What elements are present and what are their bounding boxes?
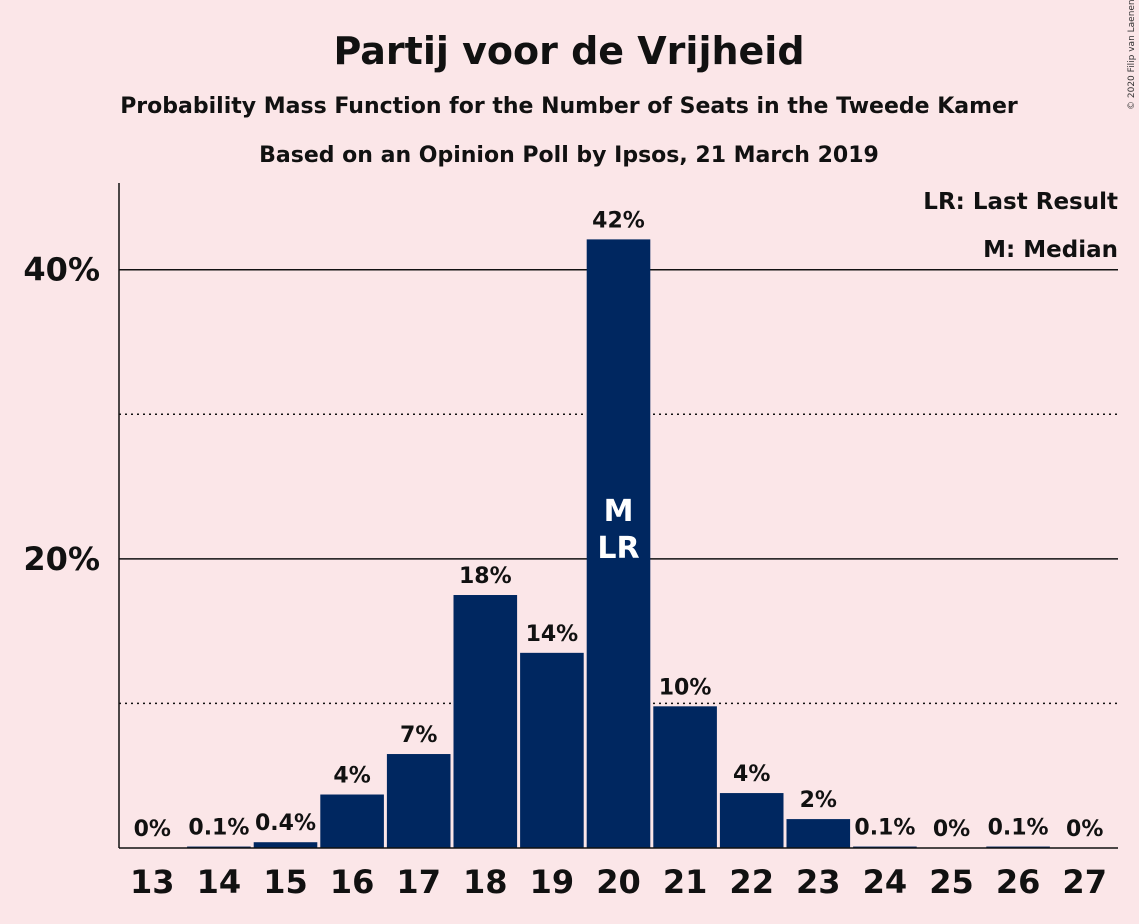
last-result-marker: LR: [597, 531, 639, 566]
data-label: 10%: [659, 675, 712, 700]
x-tick-label: 25: [929, 863, 974, 901]
data-label: 4%: [333, 764, 370, 789]
x-tick-label: 16: [330, 863, 375, 901]
copyright-text: © 2020 Filip van Laenen: [1127, 0, 1137, 110]
data-label: 0.1%: [854, 816, 915, 841]
bar-seat-17: [386, 754, 451, 848]
chart-subtitle: Probability Mass Function for the Number…: [120, 94, 1018, 119]
x-tick-label: 23: [796, 863, 841, 901]
data-label: 0%: [1066, 817, 1103, 842]
data-label: 4%: [733, 762, 770, 787]
x-tick-label: 18: [463, 863, 508, 901]
x-tick-label: 17: [396, 863, 441, 901]
data-label: 18%: [459, 564, 512, 589]
chart-title: Partij voor de Vrijheid: [333, 29, 804, 73]
bar-seat-18: [453, 595, 518, 848]
data-label: 7%: [400, 723, 437, 748]
x-tick-label: 21: [663, 863, 708, 901]
x-tick-label: 20: [596, 863, 641, 901]
legend-last-result: LR: Last Result: [923, 189, 1118, 215]
data-label: 0.1%: [988, 816, 1049, 841]
axes: 20% 40% 13 14 15 16 17 18 19 20 21 22 23 24 25 26 27: [23, 183, 1118, 901]
x-tick-label: 27: [1062, 863, 1107, 901]
bar-seat-20: [586, 239, 651, 848]
bar-seat-16: [320, 794, 384, 848]
x-tick-label: 22: [729, 863, 774, 901]
data-label: 42%: [592, 208, 645, 233]
data-label: 0%: [134, 817, 171, 842]
x-tick-label: 15: [263, 863, 308, 901]
median-marker: M: [604, 494, 634, 529]
x-tick-label: 19: [530, 863, 575, 901]
bar-seat-15: [253, 842, 318, 848]
x-tick-label: 24: [863, 863, 908, 901]
legend-median: M: Median: [983, 237, 1118, 263]
data-label: 0%: [933, 817, 970, 842]
x-tick-label: 13: [130, 863, 175, 901]
data-label: 0.1%: [188, 816, 249, 841]
data-label: 2%: [800, 788, 837, 813]
chart-subtitle-source: Based on an Opinion Poll by Ipsos, 21 Ma…: [259, 143, 879, 168]
bar-seat-22: [719, 793, 784, 848]
bar-seat-21: [653, 706, 717, 848]
y-tick-label: 20%: [23, 540, 100, 578]
x-tick-label: 14: [197, 863, 242, 901]
data-label: 0.4%: [255, 811, 316, 836]
bar-seat-23: [786, 819, 851, 848]
x-tick-label: 26: [996, 863, 1041, 901]
bar-seat-19: [520, 652, 584, 848]
data-label: 14%: [526, 622, 579, 647]
y-tick-label: 40%: [23, 251, 100, 289]
